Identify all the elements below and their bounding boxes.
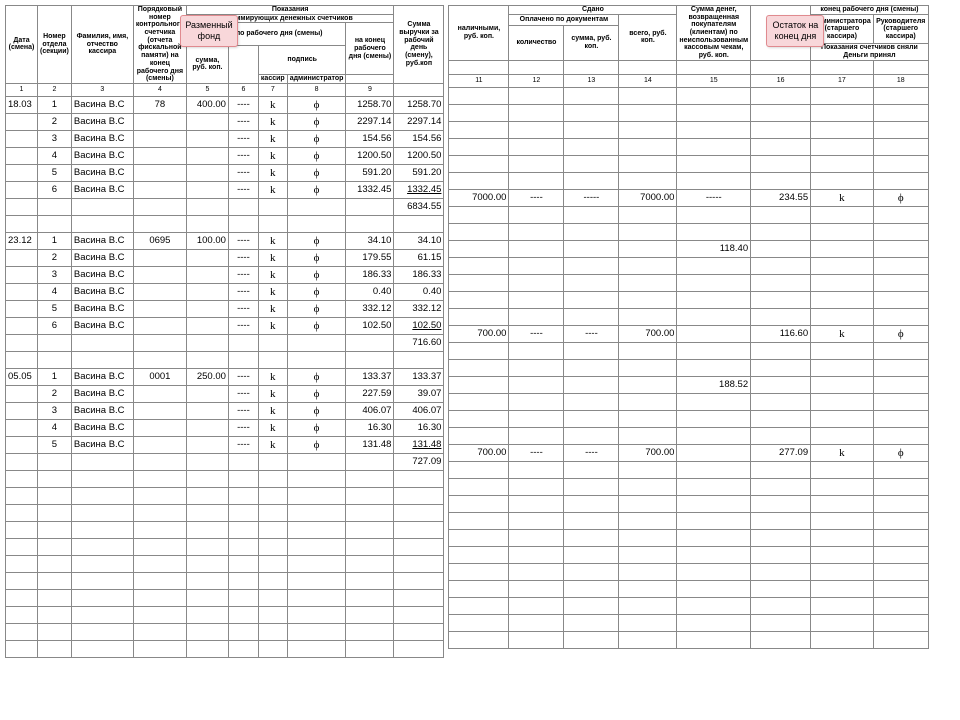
left-table: Дата (смена)Номер отдела (секции)Фамилия… (5, 5, 444, 658)
left-panel: Разменный фонд Дата (смена)Номер отдела … (5, 5, 444, 658)
callout-fund: Разменный фонд (180, 15, 238, 47)
right-table: наличными, руб. коп.СданоСумма денег, во… (448, 5, 928, 649)
callout-ost: Остаток на конец дня (766, 15, 824, 47)
right-panel: Остаток на конец дня наличными, руб. коп… (448, 5, 928, 658)
